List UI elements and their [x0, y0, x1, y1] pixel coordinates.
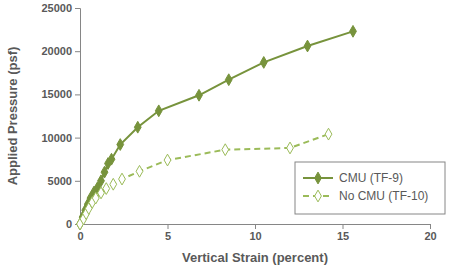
- tick-label: 0: [77, 230, 83, 242]
- tick-label: 15000: [41, 88, 72, 100]
- marker: [110, 178, 117, 190]
- marker: [108, 153, 115, 165]
- tick-mark: [75, 138, 80, 139]
- chart: 0 5 10 15 20 0 5000 10000 15000 20000 25000 Vertica…: [0, 0, 450, 271]
- tick: 10000: [41, 132, 80, 144]
- tick-label: 10: [249, 230, 261, 242]
- tick: 25000: [41, 2, 80, 14]
- legend-marker: [315, 172, 322, 184]
- tick-label: 0: [66, 218, 72, 230]
- marker: [136, 165, 143, 177]
- marker: [103, 183, 110, 195]
- marker: [119, 173, 126, 185]
- tick-mark: [255, 224, 256, 229]
- marker: [164, 154, 171, 166]
- tick-mark: [343, 224, 344, 229]
- tick-label: 5: [165, 230, 171, 242]
- marker: [350, 25, 357, 37]
- series-line: [80, 134, 329, 224]
- tick-mark: [75, 94, 80, 95]
- tick-label: 10000: [41, 132, 72, 144]
- x-axis: 0 5 10 15 20: [77, 224, 436, 242]
- tick: 15000: [41, 88, 80, 100]
- tick-mark: [75, 181, 80, 182]
- legend-label: No CMU (TF-10): [339, 189, 428, 203]
- marker: [287, 142, 294, 154]
- tick: 5: [165, 224, 171, 242]
- marker: [155, 105, 162, 117]
- y-axis: 0 5000 10000 15000 20000 25000: [41, 2, 80, 230]
- marker: [304, 40, 311, 52]
- tick: 15: [337, 224, 349, 242]
- marker: [134, 121, 141, 133]
- axis-line: [81, 225, 431, 230]
- tick-label: 20000: [41, 45, 72, 57]
- marker: [117, 139, 124, 151]
- marker: [225, 74, 232, 86]
- tick: 20: [424, 224, 436, 242]
- tick-label: 25000: [41, 2, 72, 14]
- tick-label: 20: [424, 230, 436, 242]
- tick: 20000: [41, 45, 80, 57]
- tick-mark: [430, 224, 431, 229]
- tick-label: 5000: [48, 175, 72, 187]
- tick-label: 15: [337, 230, 349, 242]
- tick-mark: [75, 8, 80, 9]
- tick: 10: [249, 224, 261, 242]
- tick-mark: [168, 224, 169, 229]
- marker: [196, 89, 203, 101]
- legend-box: [295, 162, 445, 214]
- marker: [260, 57, 267, 69]
- marker: [325, 128, 332, 140]
- legend-marker: [315, 190, 322, 202]
- tick: 5000: [48, 175, 80, 187]
- x-axis-title: Vertical Strain (percent): [182, 250, 328, 265]
- legend-label: CMU (TF-9): [339, 171, 403, 185]
- y-axis-title: Applied Pressure (psf): [5, 47, 20, 186]
- legend: CMU (TF-9) No CMU (TF-10): [295, 162, 445, 214]
- axis-line: [75, 9, 81, 225]
- tick-mark: [75, 51, 80, 52]
- marker: [222, 144, 229, 156]
